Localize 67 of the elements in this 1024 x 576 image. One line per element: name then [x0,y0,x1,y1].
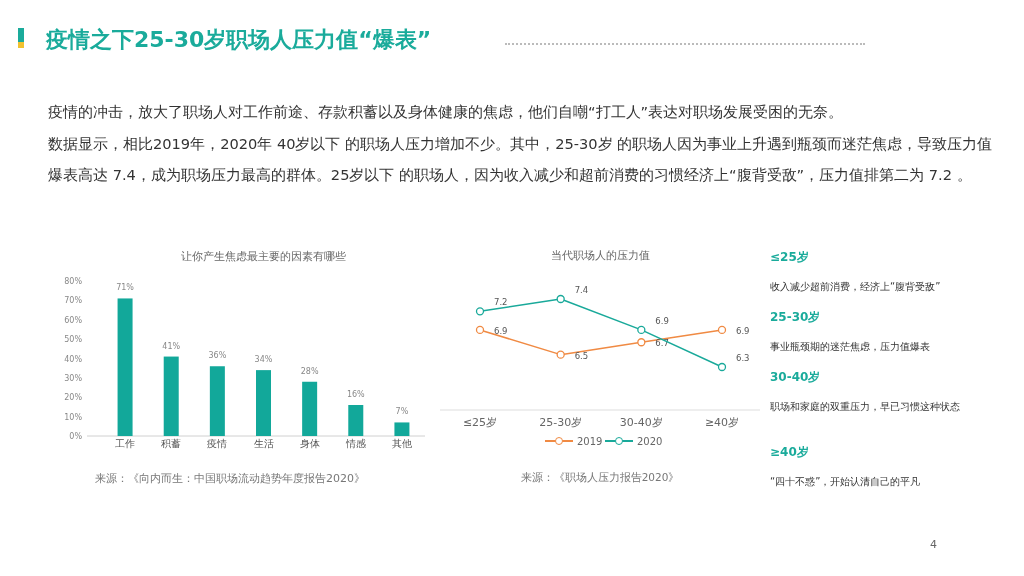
point [717,325,727,335]
data-label: 7.4 [574,285,589,295]
point [556,294,565,304]
point [637,325,646,335]
y-tick-label: 60% [64,315,83,325]
y-tick-label: 70% [64,296,83,306]
bar [209,366,225,436]
x-tick-label: 疫情 [207,438,228,449]
data-label: 6.9 [736,325,750,336]
bar [256,370,271,436]
bar [117,298,133,436]
data-label: 71% [116,283,135,293]
text: “四十不惑”，开始认清自己的平凡 [770,475,922,489]
x-tick-label: 其他 [391,438,412,449]
x-tick-label: 积蓄 [161,438,182,449]
source-note: 来源：《职场人压力报告2020》 [520,471,680,483]
text: 收入减少超前消费，经济上“腹背受敌” [770,280,942,294]
chart-title: 当代职场人的压力值 [550,249,650,262]
data-label: 6.7 [655,338,669,349]
x-tick-label: 身体 [299,438,320,449]
x-tick-label: 情感 [344,438,366,449]
bar [394,422,410,436]
chart-title: 让你产生焦虑最主要的因素有哪些 [181,250,346,263]
data-label: 7% [395,407,409,417]
y-tick-label: 50% [64,335,83,345]
text: 职场和家庭的双重压力，早已习惯这种状态 [770,400,961,414]
bar [348,405,364,436]
data-label: 41% [162,341,181,351]
bar [302,381,318,436]
point [475,325,485,335]
data-label: 6.9 [494,325,508,336]
data-label: 16% [346,390,366,399]
text: 事业瓶颈期的迷茫焦虑，压力值爆表 [770,340,931,354]
bar [163,356,179,436]
y-tick-label: 80% [64,277,83,286]
y-tick-label: 0% [69,432,83,441]
y-tick-label: 20% [64,393,83,403]
x-tick-label: 工作 [115,438,136,449]
text: ≤25岁 [770,250,810,265]
data-label: 6.3 [736,353,750,363]
data-label: 6.9 [655,315,669,326]
x-tick-label: ≥40岁 [704,416,740,429]
legend-label: 2019 [577,436,603,447]
legend-label: 2020 [637,436,663,447]
y-tick-label: 40% [64,354,83,364]
data-label: 6.5 [574,350,589,361]
x-tick-label: 生活 [253,438,274,449]
data-label: 34% [254,355,273,365]
text: 30-40岁 [770,370,822,385]
text: 疫情之下25-30岁职场人压力值“爆表” [46,26,432,54]
text: 数据显示，相比2019年，2020年 40岁以下 的职场人压力增加不少。其中，25-30岁 的职场人因为事业上升遇到瓶颈而迷茫焦虑，导致压力值爆表高达 7.4，成为职场压力最高的群体。25岁以下 的职场人，因为收入减少和超前消费的习惯经济上“腹背受敌”，压力值排第二为 7.2 。 [48,134,994,185]
data-label: 28% [300,366,319,376]
x-tick-label: 25-30岁 [539,416,583,429]
source-note: 来源：《向内而生：中国职场流动趋势年度报告2020》 [95,472,365,485]
point [717,362,727,372]
text: 4 [930,538,937,551]
text: 25-30岁 [770,310,822,325]
point [637,338,646,347]
x-tick-label: ≤25岁 [462,416,498,429]
point [475,307,485,316]
x-tick-label: 30-40岁 [619,416,663,429]
y-tick-label: 10% [64,412,83,422]
data-label: 36% [208,351,227,361]
data-label: 7.2 [494,297,508,308]
point [556,350,565,359]
text: 疫情的冲击，放大了职场人对工作前途、存款积蓄以及身体健康的焦虑，他们自嘲“打工人”表达对职场发展受困的无奈。 [48,102,845,122]
y-tick-label: 30% [64,373,83,383]
